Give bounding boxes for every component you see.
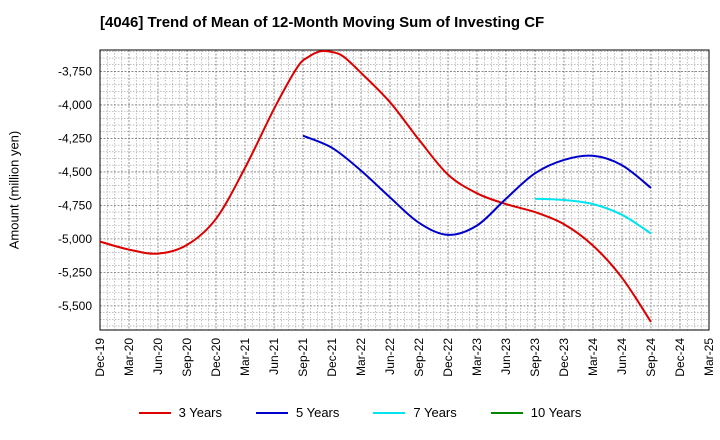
- series-lines: [99, 49, 652, 323]
- x-tick-label: Dec-21: [325, 338, 339, 377]
- legend-label: 10 Years: [530, 405, 582, 420]
- y-tick-label: -4,250: [58, 131, 92, 145]
- x-tick-label: Mar-24: [586, 338, 600, 376]
- x-tick-label: Sep-20: [180, 338, 194, 377]
- x-tick-label: Mar-25: [702, 338, 716, 376]
- x-tick-label: Dec-19: [93, 338, 107, 377]
- x-tick-label: Mar-20: [122, 338, 136, 376]
- x-tick-label: Mar-21: [238, 338, 252, 376]
- y-tick-label: -5,250: [58, 265, 92, 279]
- x-tick-label: Dec-22: [441, 338, 455, 377]
- legend-swatch: [138, 411, 171, 414]
- legend-item-5-years: 5 Years: [256, 405, 339, 420]
- x-tick-label: Mar-23: [470, 338, 484, 376]
- x-tick-label: Jun-24: [615, 338, 629, 375]
- y-tick-label: -4,750: [58, 198, 92, 212]
- legend: 3 Years 5 Years 7 Years 10 Years: [0, 405, 720, 420]
- legend-item-7-years: 7 Years: [373, 405, 457, 420]
- legend-swatch: [256, 411, 288, 414]
- x-tick-label: Mar-22: [354, 338, 368, 376]
- series-line-5-years: [302, 134, 652, 236]
- x-tick-label: Dec-20: [209, 338, 223, 377]
- x-tick-label: Dec-24: [673, 338, 687, 377]
- y-tick-label: -5,500: [58, 299, 92, 313]
- legend-swatch: [373, 411, 406, 414]
- x-tick-label: Jun-23: [499, 338, 513, 375]
- x-tick-label: Sep-23: [528, 338, 542, 377]
- legend-item-10-years: 10 Years: [490, 405, 582, 420]
- plot-frame: [99, 49, 710, 331]
- legend-label: 5 Years: [296, 405, 340, 420]
- legend-label: 3 Years: [178, 405, 222, 420]
- series-line-3-years: [99, 49, 652, 323]
- x-tick-label: Sep-24: [644, 338, 658, 377]
- x-tick-label: Sep-22: [412, 338, 426, 377]
- y-tick-label: -3,750: [58, 64, 92, 78]
- x-tick-labels: Dec-19 Mar-20 Jun-20 Sep-20 Dec-20 Mar-21 Jun-…: [93, 338, 716, 377]
- legend-label: 7 Years: [413, 405, 457, 420]
- y-tick-labels: -3,750 -4,000 -4,250 -4,500 -4,750 -5,000 -5,2…: [58, 64, 92, 312]
- x-tick-label: Jun-20: [151, 338, 165, 375]
- chart-title: [4046] Trend of Mean of 12-Month Moving …: [100, 14, 545, 31]
- x-tick-label: Sep-21: [296, 338, 310, 377]
- legend-swatch: [490, 411, 523, 414]
- y-tick-label: -4,000: [58, 98, 92, 112]
- y-tick-label: -4,500: [58, 165, 92, 179]
- grid: [100, 50, 709, 330]
- x-tick-label: Jun-21: [267, 338, 281, 375]
- x-tick-label: Jun-22: [383, 338, 397, 375]
- y-tick-label: -5,000: [58, 232, 92, 246]
- series-line-7-years: [534, 197, 652, 235]
- legend-item-3-years: 3 Years: [138, 405, 222, 420]
- x-tick-label: Dec-23: [557, 338, 571, 377]
